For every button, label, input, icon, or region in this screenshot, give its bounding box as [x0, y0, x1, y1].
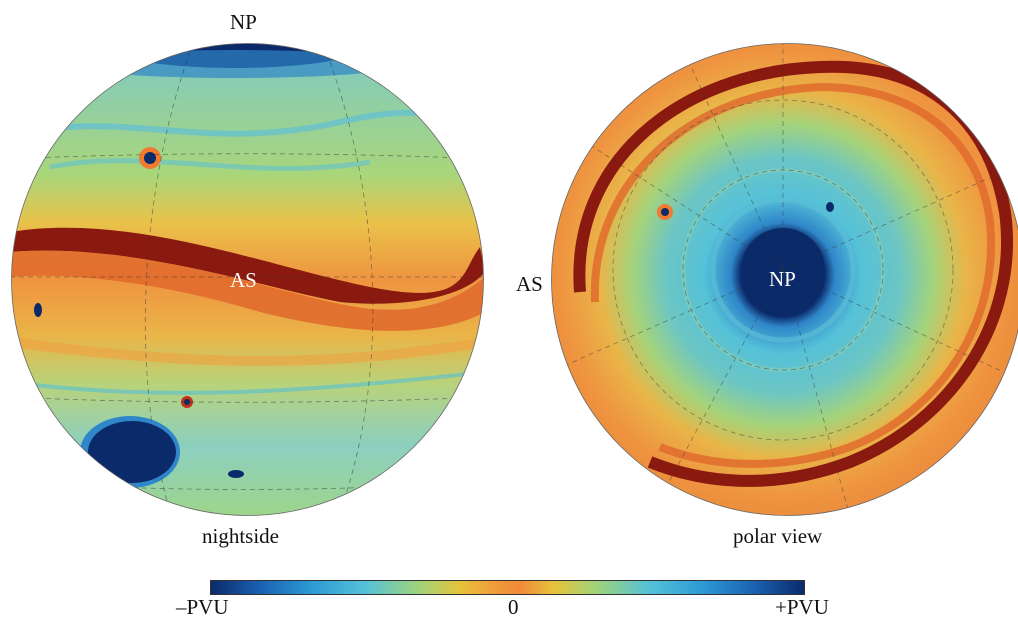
- right-caption: polar view: [733, 524, 822, 548]
- left-top-label: NP: [230, 10, 257, 34]
- left-center-label: AS: [230, 268, 257, 292]
- colorbar-min-label: –PVU: [176, 596, 229, 618]
- small-vortex: [144, 152, 156, 164]
- colorbar: [210, 580, 805, 595]
- left-caption: nightside: [202, 524, 279, 548]
- right-center-label: NP: [769, 267, 796, 291]
- large-vortex: [88, 421, 176, 483]
- colorbar-mid-label: 0: [508, 596, 519, 618]
- right-side-label: AS: [516, 272, 543, 296]
- colorbar-max-label: +PVU: [775, 596, 829, 618]
